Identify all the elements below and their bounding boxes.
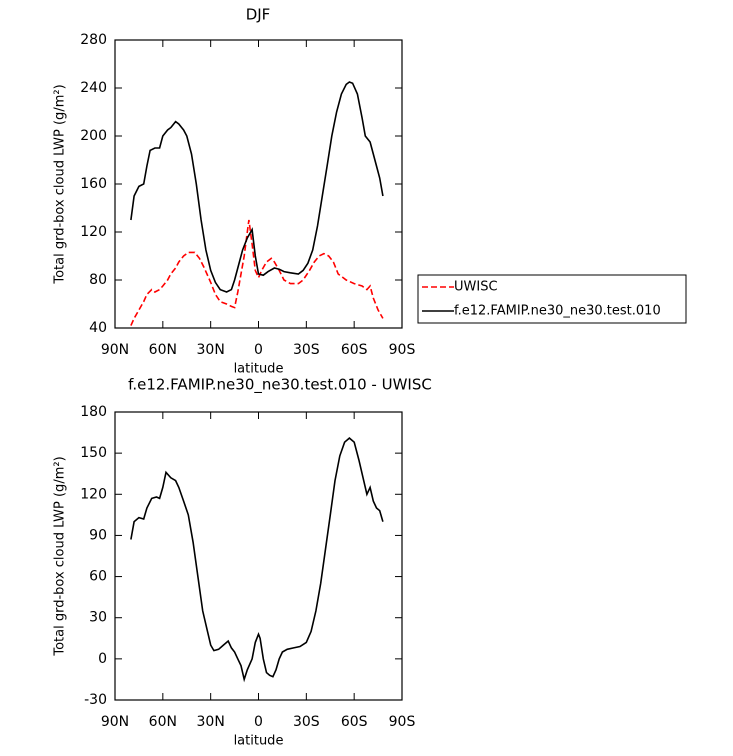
data-line [130,219,384,326]
legend-label: UWISC [454,280,498,295]
x-axis-label: latitude [234,362,284,377]
y-tick-label: 160 [80,176,107,192]
y-tick-label: 90 [89,527,107,543]
y-tick-label: 80 [89,272,107,288]
y-tick-label: 0 [98,651,107,667]
y-axis-label: Total grd-box cloud LWP (g/m²) [53,84,68,284]
data-line [130,437,384,683]
x-tick-label: 90N [101,342,129,358]
y-axis-label: Total grd-box cloud LWP (g/m²) [53,456,68,656]
x-tick-label: 0 [254,342,263,358]
y-tick-label: 40 [89,320,107,336]
x-tick-label: 60S [341,714,368,730]
y-tick-label: 180 [80,404,107,420]
y-tick-label: 120 [80,486,107,502]
x-axis-label: latitude [234,734,284,749]
x-tick-label: 30S [293,342,320,358]
x-tick-label: 90S [389,714,416,730]
x-tick-label: 60N [149,714,177,730]
x-tick-label: 30N [197,714,225,730]
y-tick-label: -30 [84,692,107,708]
legend-label: f.e12.FAMIP.ne30_ne30.test.010 [454,304,661,319]
data-line [130,81,384,293]
x-tick-label: 30S [293,714,320,730]
x-tick-label: 60S [341,342,368,358]
y-tick-label: 30 [89,610,107,626]
x-tick-label: 0 [254,714,263,730]
y-tick-label: 280 [80,32,107,48]
plot-frame [114,411,403,701]
y-tick-label: 240 [80,80,107,96]
y-tick-label: 60 [89,569,107,585]
x-tick-label: 30N [197,342,225,358]
chart-title: DJF [246,6,271,24]
x-tick-label: 60N [149,342,177,358]
legend-box [417,274,687,324]
y-tick-label: 200 [80,128,107,144]
y-tick-label: 120 [80,224,107,240]
x-tick-label: 90S [389,342,416,358]
y-tick-label: 150 [80,445,107,461]
x-tick-label: 90N [101,714,129,730]
chart-title: f.e12.FAMIP.ne30_ne30.test.010 - UWISC [128,376,432,395]
